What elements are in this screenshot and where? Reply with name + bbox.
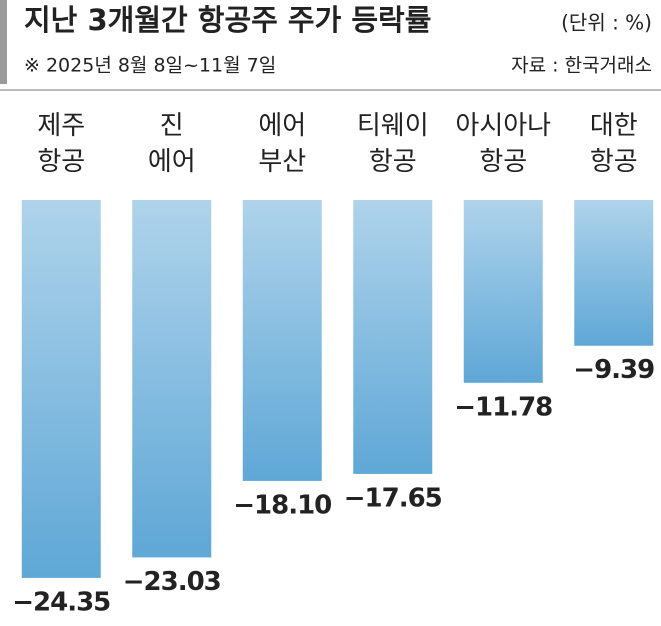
x-tick-label-line: 진 [160,111,184,141]
value-label: −23.03 [123,567,221,597]
x-tick-label-line: 항공 [590,147,638,177]
bar [21,200,101,578]
unit: (단위 : %) [561,11,652,35]
x-tick-label-line: 제주 [37,111,85,141]
bar [242,200,322,481]
value-label: −17.65 [344,483,442,513]
value-label: −18.10 [233,490,331,520]
x-tick-label-line: 에어 [258,111,306,141]
value-label: −24.35 [12,587,110,617]
source: 자료 : 한국거래소 [511,55,652,77]
chart-title: 지난 3개월간 항공주 주가 등락률 [24,3,431,37]
bar [353,200,433,474]
x-tick-label-line: 아시아나 [455,111,551,141]
note: ※ 2025년 8월 8일~11월 7일 [24,55,276,77]
x-tick-label-line: 에어 [148,147,196,177]
x-tick-label-line: 부산 [258,147,306,177]
x-tick-label-line: 대한 [590,111,638,141]
x-tick-label-line: 티웨이 [357,111,429,141]
x-tick-label-line: 항공 [369,147,417,177]
bar [132,200,212,558]
bar [574,200,654,346]
x-tick-label-line: 항공 [479,147,527,177]
bar [463,200,543,383]
value-label: −9.39 [573,355,654,385]
header-accent [0,0,7,84]
x-tick-label-line: 항공 [37,147,85,177]
value-label: −11.78 [454,392,552,422]
